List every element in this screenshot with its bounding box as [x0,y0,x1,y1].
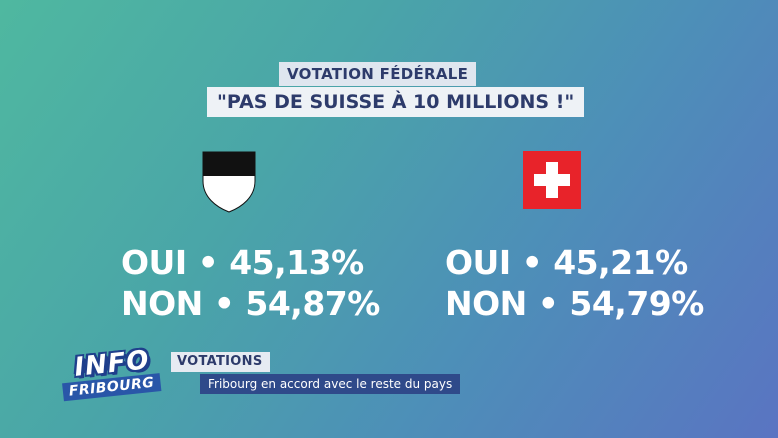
switzerland-oui-result: OUI • 45,21% [445,243,688,282]
headline-title: "PAS DE SUISSE À 10 MILLIONS !" [207,87,585,117]
lower-third-subtitle: Fribourg en accord avec le reste du pays [200,374,461,394]
kicker-title: VOTATION FÉDÉRALE [279,62,477,86]
info-fribourg-logo: INFO FRIBOURG [55,344,171,415]
fribourg-oui-result: OUI • 45,13% [121,243,364,282]
lower-third-label: VOTATIONS [171,352,270,372]
fribourg-non-result: NON • 54,87% [121,284,380,323]
fribourg-coat-of-arms-icon [202,151,256,213]
swiss-flag-icon [523,151,581,209]
switzerland-non-result: NON • 54,79% [445,284,704,323]
